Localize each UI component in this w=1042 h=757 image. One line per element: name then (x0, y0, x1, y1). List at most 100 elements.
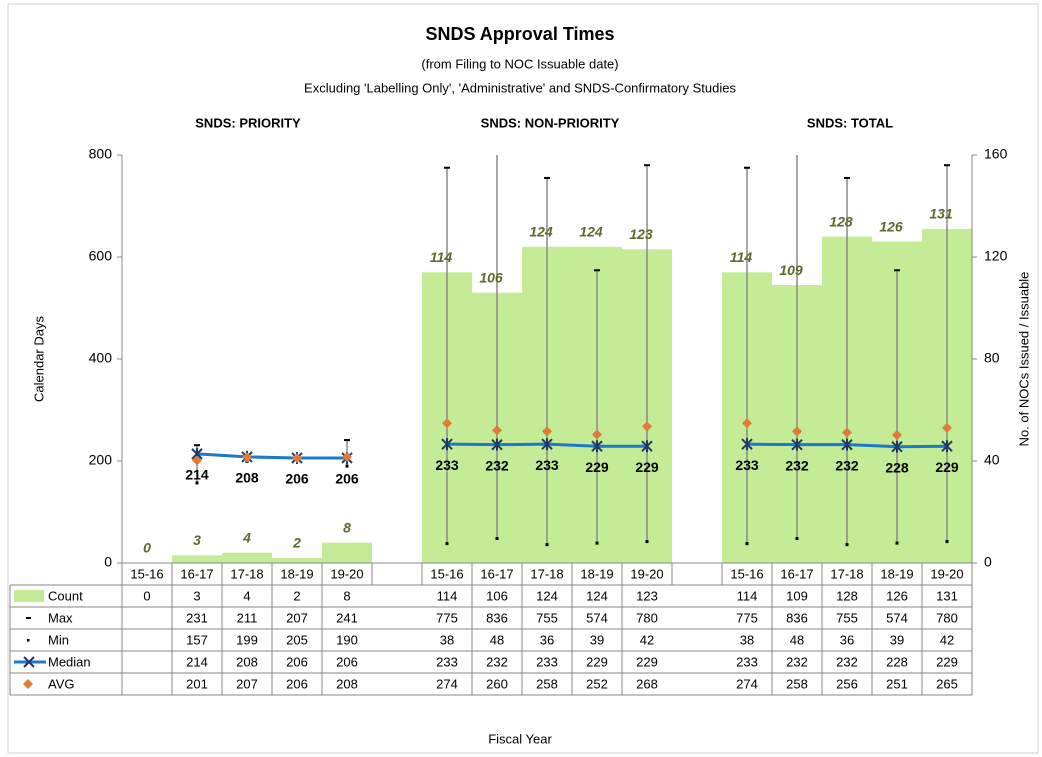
min-marker (595, 541, 599, 545)
median-label: 214 (185, 467, 209, 483)
avg-marker (442, 418, 452, 429)
chart-frame (7, 3, 1039, 754)
y-tick-label: 800 (89, 146, 113, 162)
table-cell: 126 (886, 588, 908, 603)
count-label: 2 (292, 535, 301, 551)
max-marker (544, 176, 550, 179)
median-marker (791, 438, 803, 451)
table-cell: 206 (286, 654, 308, 669)
table-cell: 780 (936, 610, 958, 625)
table-cell: 252 (586, 676, 608, 691)
count-label: 124 (529, 224, 553, 240)
median-marker (891, 440, 903, 453)
table-cell: 233 (736, 654, 758, 669)
x-tick-label: 16-17 (180, 566, 213, 581)
table-cell: 39 (890, 632, 904, 647)
table-cell: 106 (486, 588, 508, 603)
table-cell: 775 (436, 610, 458, 625)
median-marker (741, 438, 753, 451)
median-marker (941, 440, 953, 453)
table-cell: 233 (436, 654, 458, 669)
table-cell: 36 (540, 632, 554, 647)
legend-key (14, 590, 44, 602)
x-tick-label: 15-16 (730, 566, 763, 581)
table-cell: 3 (193, 588, 200, 603)
avg-marker (742, 418, 752, 429)
min-marker (745, 542, 749, 546)
avg-marker (642, 421, 652, 432)
bar (222, 552, 272, 563)
min-marker (195, 481, 199, 485)
count-label: 106 (479, 269, 503, 285)
x-tick-label: 17-18 (830, 566, 863, 581)
table-cell: 206 (286, 676, 308, 691)
table-cell: 157 (186, 632, 208, 647)
table-cell: 208 (336, 676, 358, 691)
avg-marker (842, 427, 852, 438)
group-label: SNDS: NON-PRIORITY (481, 115, 620, 130)
table-cell: 241 (336, 610, 358, 625)
table-cell: 268 (636, 676, 658, 691)
max-marker (894, 269, 900, 272)
table-cell: 42 (640, 632, 654, 647)
table-cell: 574 (586, 610, 608, 625)
median-label: 206 (335, 471, 359, 487)
table-cell: 128 (836, 588, 858, 603)
table-cell: 251 (886, 676, 908, 691)
count-label: 114 (730, 249, 753, 265)
x-tick-label: 18-19 (280, 566, 313, 581)
table-cell: 229 (586, 654, 608, 669)
y-tick-label: 600 (89, 248, 113, 264)
x-tick-label: 18-19 (580, 566, 613, 581)
table-cell: 232 (786, 654, 808, 669)
group-label: SNDS: TOTAL (807, 115, 893, 130)
table-cell: 39 (590, 632, 604, 647)
count-label: 128 (829, 213, 853, 229)
median-label: 233 (735, 457, 759, 473)
count-label: 124 (579, 224, 603, 240)
table-cell: 256 (836, 676, 858, 691)
table-cell: 214 (186, 654, 208, 669)
x-axis-label: Fiscal Year (488, 731, 552, 746)
bar (272, 557, 322, 563)
group-label: SNDS: PRIORITY (195, 115, 301, 130)
x-tick-label: 17-18 (230, 566, 263, 581)
table-cell: 274 (736, 676, 758, 691)
min-marker (945, 540, 949, 544)
count-label: 8 (343, 519, 351, 535)
plot-area (172, 136, 972, 564)
table-cell: 0 (143, 588, 150, 603)
median-marker (841, 438, 853, 451)
table-cell: 38 (440, 632, 454, 647)
x-tick-label: 16-17 (780, 566, 813, 581)
max-marker (794, 136, 800, 138)
legend-key (23, 656, 35, 668)
avg-marker (892, 429, 902, 440)
y2-tick-label: 80 (984, 350, 1000, 366)
median-marker (541, 438, 553, 451)
avg-marker (292, 452, 302, 463)
table-cell: 131 (936, 588, 958, 603)
table-cell: 836 (486, 610, 508, 625)
median-label: 229 (585, 459, 609, 475)
max-marker (644, 164, 650, 167)
table-cell: 206 (336, 654, 358, 669)
min-marker (845, 543, 849, 547)
y2-tick-label: 160 (984, 146, 1008, 162)
table-cell: 199 (236, 632, 258, 647)
legend-label: Count (48, 588, 83, 603)
table-cell: 755 (836, 610, 858, 625)
table-cell: 48 (490, 632, 504, 647)
table-cell: 208 (236, 654, 258, 669)
count-label: 109 (779, 262, 803, 278)
bar (172, 555, 222, 563)
max-marker (844, 176, 850, 179)
subtitle: Excluding 'Labelling Only', 'Administrat… (304, 80, 736, 95)
min-marker (795, 537, 799, 541)
y-axis-label: Calendar Days (31, 316, 46, 402)
legend-key (23, 679, 33, 689)
max-marker (944, 164, 950, 167)
median-marker (441, 438, 453, 451)
table-cell: 265 (936, 676, 958, 691)
min-marker (445, 542, 449, 546)
